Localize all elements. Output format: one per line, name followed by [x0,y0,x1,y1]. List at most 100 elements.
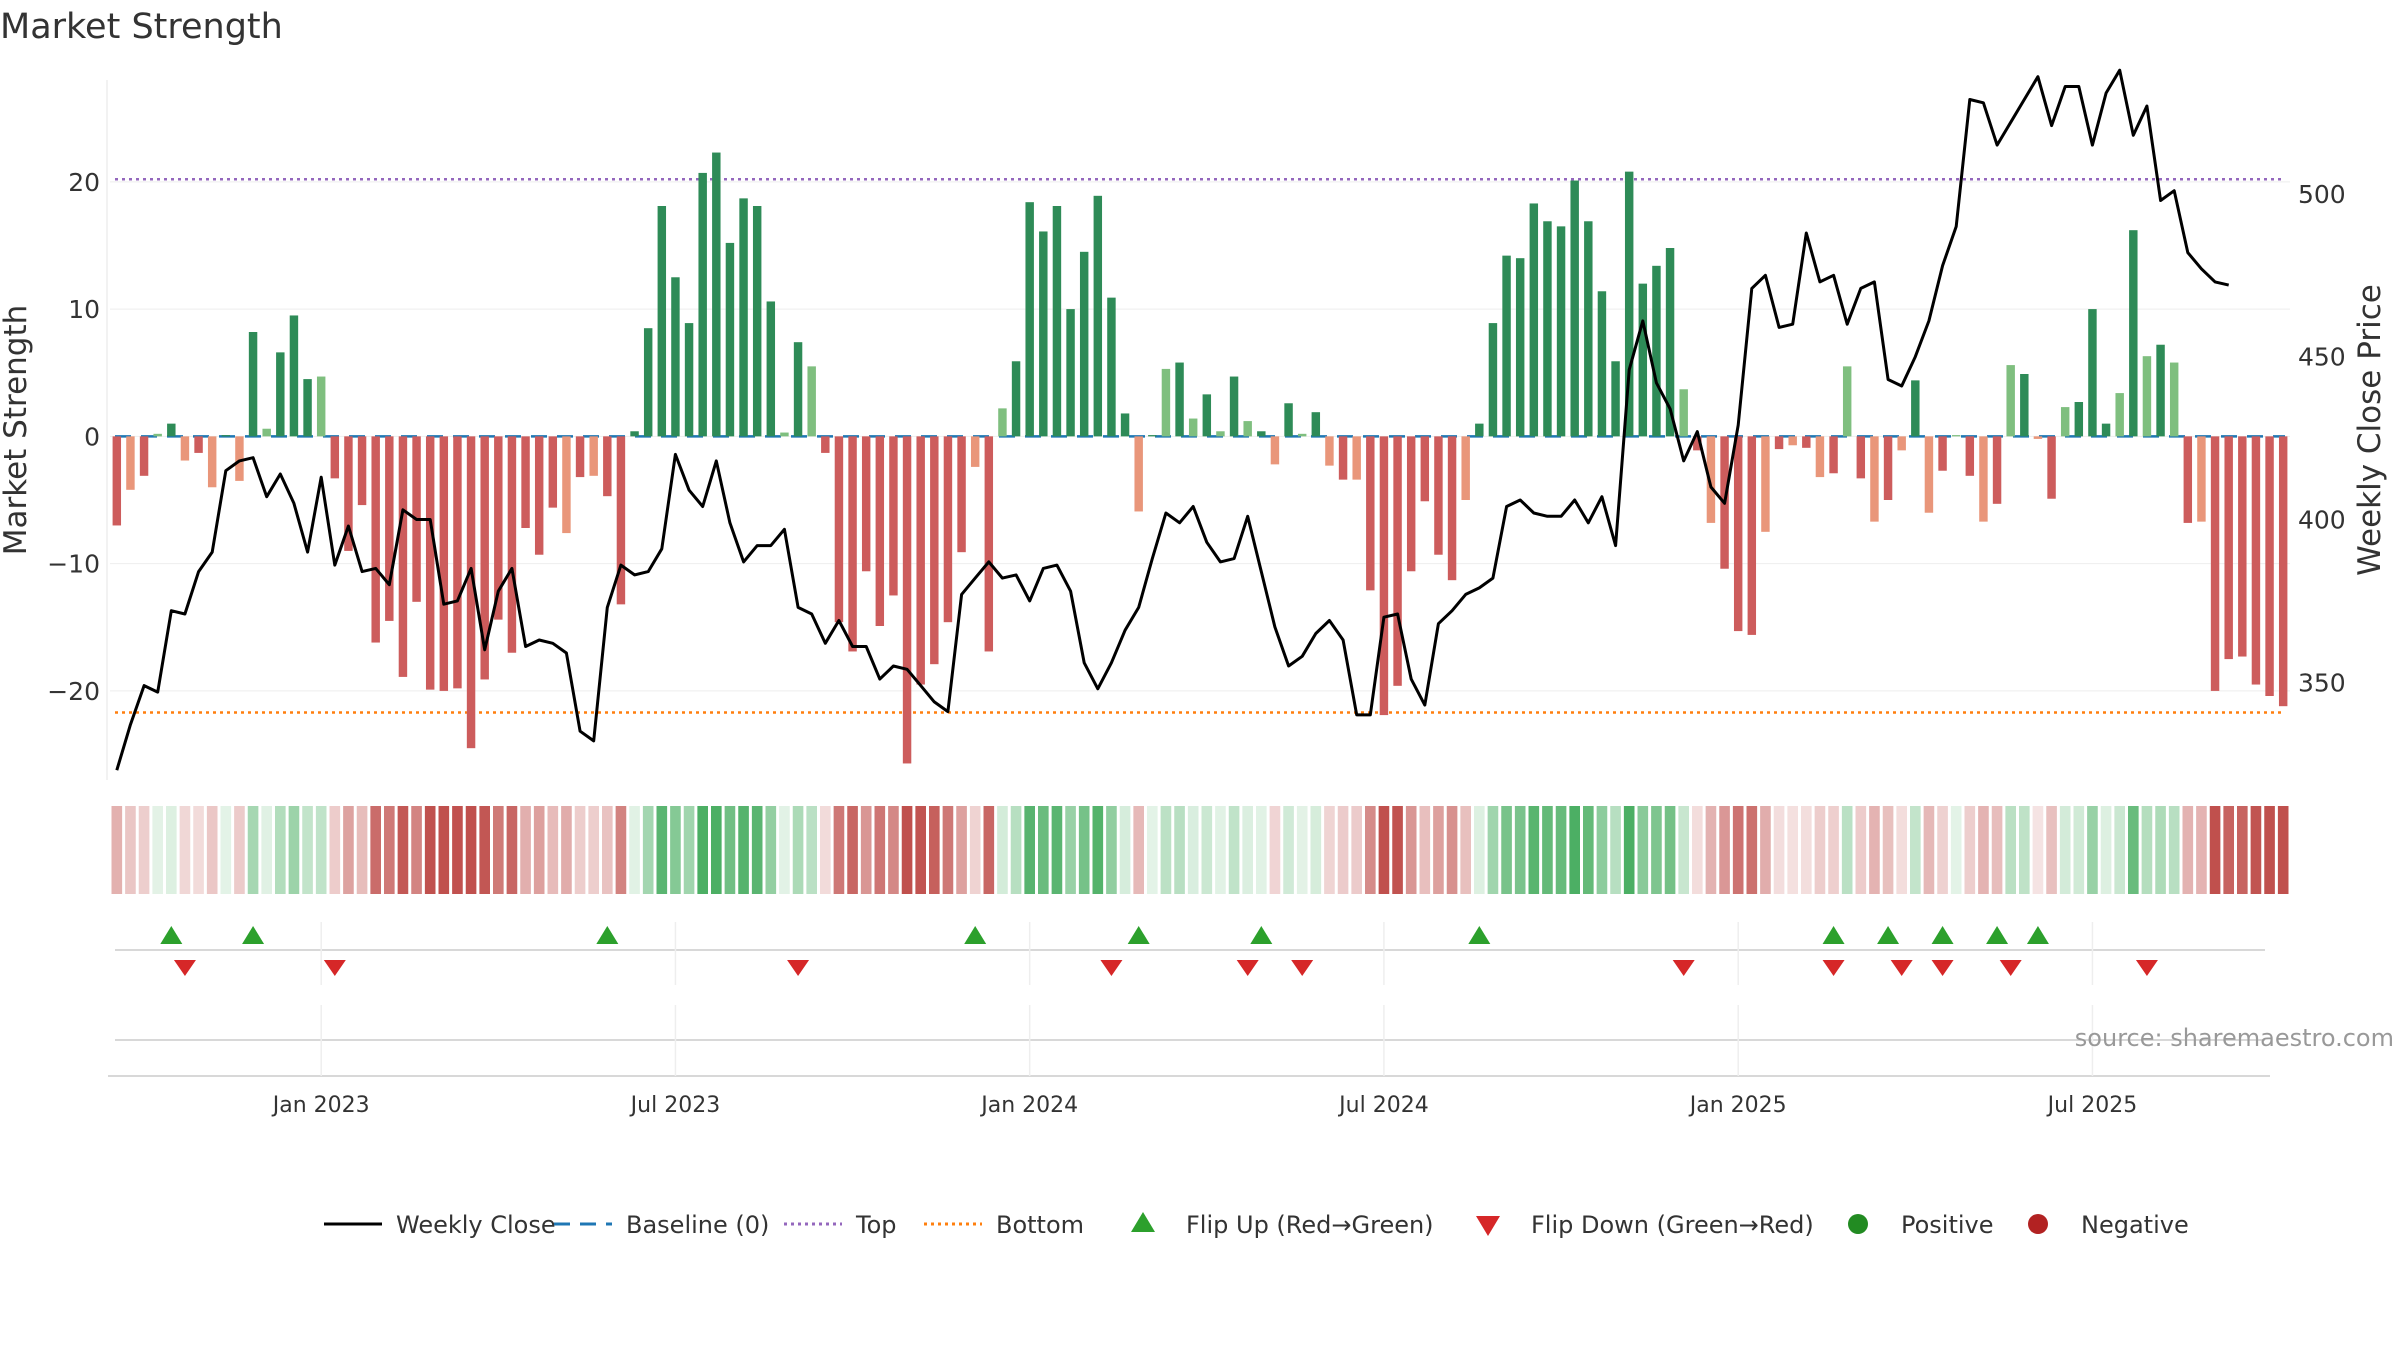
heat-cell [1337,806,1349,894]
date-tick-label: Jul 2024 [1337,1093,1429,1118]
heat-cell [343,806,354,894]
heat-cell [288,806,300,894]
weekly-close-line [115,68,2230,771]
strength-bar-positive [684,323,694,437]
heat-cell [997,806,1008,894]
strength-bar-positive [1638,283,1648,437]
heat-cell [588,806,599,894]
strength-bar-positive [1011,361,1021,437]
strength-bar-positive [167,423,176,437]
heat-cell [574,806,586,894]
heat-cell [1583,806,1594,894]
heat-cell [629,806,640,894]
strength-bar-positive [1556,226,1566,437]
flip-up-marker [596,926,619,944]
legend-item-line: Weekly Close [324,1211,556,1239]
heat-cell [711,806,722,894]
heat-cell [1896,806,1907,894]
strength-bar-positive [780,432,789,437]
heat-cell [2155,806,2166,894]
strength-bar-positive [1257,431,1266,437]
heat-cell [275,806,286,894]
heat-cell [1923,806,1935,894]
strength-bar-positive [2060,407,2070,437]
source-label: source: sharemaestro.com [2075,1024,2394,1052]
legend-item-dot-pos: Positive [1848,1211,1994,1239]
strength-bar-negative [2238,436,2247,657]
strength-bar-positive [1120,413,1130,437]
heat-cell [1569,806,1580,894]
legend-swatch [2028,1214,2048,1234]
strength-bar-negative [1992,436,2002,504]
strength-bar-positive [153,433,162,437]
strength-bar-negative [1366,436,1375,591]
flip-down-marker [323,960,346,976]
strength-bar-negative [1897,436,1906,451]
heat-cell [874,806,886,894]
weekly-close-series [115,68,2230,771]
heat-cell [1991,806,2003,894]
heat-cell [247,806,259,894]
heat-cell [2019,806,2030,894]
heat-cell [152,806,163,894]
strength-bar-positive [2006,365,2015,437]
strength-bar-positive [248,332,258,437]
heat-cell [261,806,272,894]
strength-bar-positive [1052,206,1062,437]
strength-bar-negative [1856,436,1866,479]
strength-bar-positive [262,428,271,437]
heat-cell [969,806,981,894]
heat-cell [697,806,708,894]
strength-bar-negative [1270,436,1280,465]
heat-cell [983,806,995,894]
strength-bar-negative [1379,436,1389,716]
date-tick-label: Jan 2025 [1688,1093,1787,1118]
heat-cell [2168,806,2180,894]
strength-bars [112,152,2288,764]
strength-bar-positive [1515,258,1525,437]
heat-cell [1801,806,1812,894]
strength-bar-negative [139,436,149,476]
heat-cell [1855,806,1867,894]
heat-cell [1051,806,1063,894]
heat-cell [2223,806,2234,894]
strength-bar-positive [1652,265,1661,437]
strength-bar-negative [425,436,435,690]
strength-bar-negative [1924,436,1934,513]
heat-cell [2005,806,2016,894]
heat-cell [779,806,790,894]
strength-bar-negative [1815,436,1825,478]
strength-bar-positive [2088,309,2097,437]
legend-item-tri-up: Flip Up (Red→Green) [1131,1211,1434,1239]
heat-cell [166,806,177,894]
strength-bar-negative [371,436,380,643]
strength-bar-negative [439,436,449,691]
strength-bar-positive [2156,344,2165,437]
heat-cell [302,806,313,894]
flip-down-marker [1236,960,1259,976]
flip-down-marker [173,960,196,976]
heat-cell [438,806,450,894]
strength-bar-negative [235,436,244,481]
strength-bar-positive [1311,412,1321,437]
heat-cell [1078,806,1090,894]
heat-cell [1460,806,1471,894]
strength-bar-negative [2224,436,2233,660]
heat-cell [506,806,518,894]
strength-bar-positive [643,328,653,437]
strength-bar-negative [207,436,217,488]
flip-up-marker [964,926,987,944]
heat-cell [465,806,477,894]
date-axis: Jan 2023 Jul 2023 Jan 2024 Jul 2024 Jan 2025… [108,922,2270,1118]
legend-item-dot-top: Top [784,1211,897,1239]
strength-bar-negative [480,436,489,680]
strength-bar-negative [1393,436,1402,686]
strength-bar-negative [943,436,953,623]
strength-bar-negative [970,436,980,467]
heat-cell [1310,806,1322,894]
strength-bar-positive [1039,231,1048,437]
heat-cell [1964,806,1976,894]
heat-cell [329,806,341,894]
heat-cell [138,806,150,894]
heat-cell [860,806,872,894]
